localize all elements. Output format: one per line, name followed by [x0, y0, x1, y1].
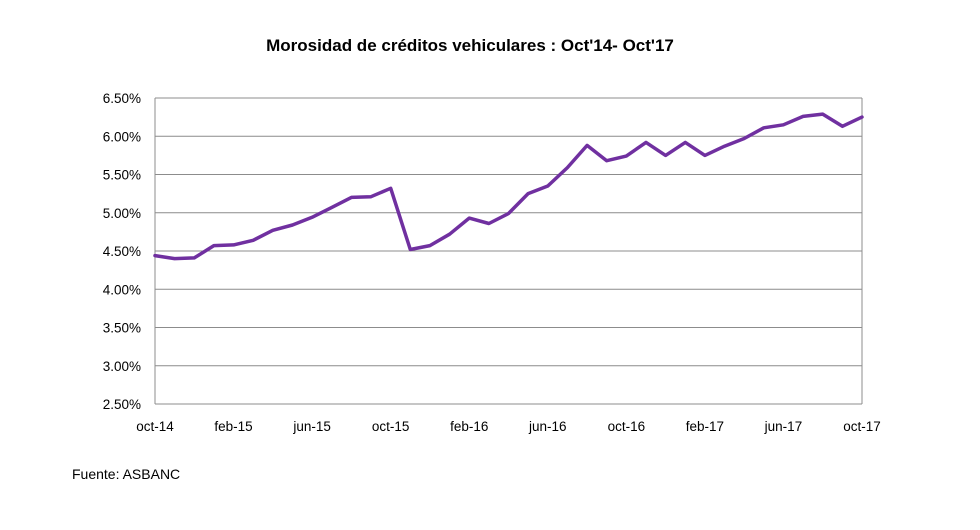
gridlines [155, 97, 862, 405]
axes [154, 98, 863, 404]
y-tick-label: 3.00% [103, 359, 141, 374]
series-line [153, 112, 864, 261]
y-axis-tick-labels: 2.50% 3.00% 3.50% 4.00% 4.50% 5.00% 5.50% 6.00%… [103, 91, 141, 412]
x-tick-label: oct-16 [608, 419, 646, 434]
x-tick-label: jun-17 [764, 419, 803, 434]
x-tick-label: oct-14 [136, 419, 174, 434]
x-tick-label: oct-17 [843, 419, 881, 434]
series-layer [153, 112, 864, 261]
y-tick-label: 2.50% [103, 397, 141, 412]
x-tick-label: feb-17 [686, 419, 724, 434]
x-tick-label: oct-15 [372, 419, 410, 434]
y-tick-label: 4.00% [103, 282, 141, 297]
x-tick-label: feb-15 [214, 419, 252, 434]
x-tick-label: jun-16 [528, 419, 567, 434]
y-tick-label: 6.50% [103, 91, 141, 106]
y-tick-label: 6.00% [103, 129, 141, 144]
x-tick-label: feb-16 [450, 419, 488, 434]
chart-title: Morosidad de créditos vehiculares : Oct'… [266, 36, 674, 55]
y-tick-label: 5.50% [103, 168, 141, 183]
source-note: Fuente: ASBANC [72, 466, 181, 482]
y-tick-label: 3.50% [103, 321, 141, 336]
x-tick-label: jun-15 [292, 419, 331, 434]
y-tick-label: 5.00% [103, 206, 141, 221]
y-tick-label: 4.50% [103, 244, 141, 259]
x-axis-tick-labels: oct-14 feb-15 jun-15 oct-15 feb-16 jun-16 oct-… [136, 419, 881, 434]
